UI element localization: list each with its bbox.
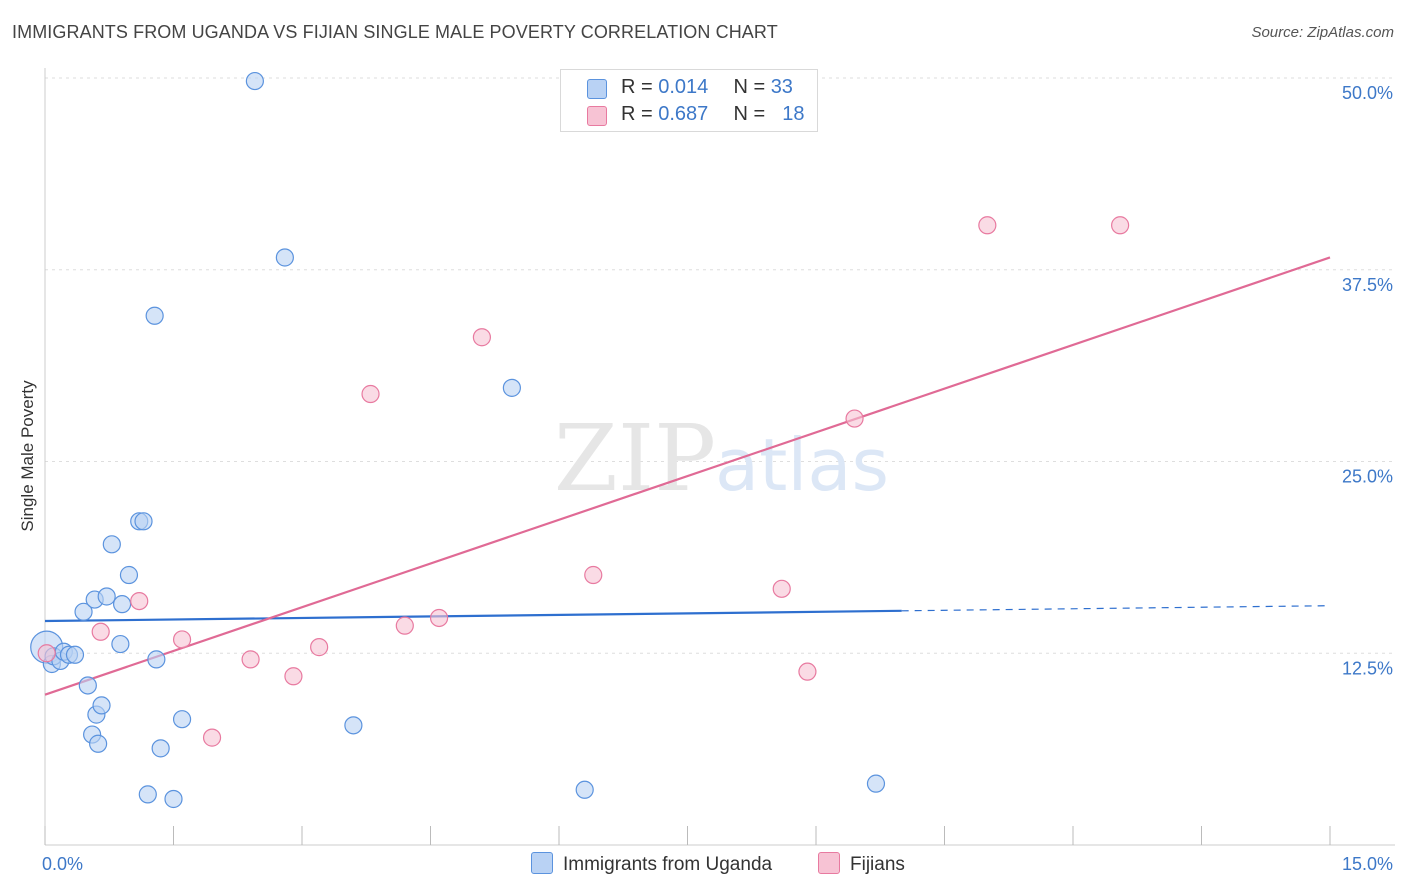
data-point-fijian <box>472 328 491 347</box>
data-point-fijian <box>584 565 603 585</box>
watermark-atlas: atlas <box>715 423 889 507</box>
y-tick-label: 25.0% <box>1342 467 1393 487</box>
data-point-uganda <box>151 739 170 758</box>
legend-n-label: N = <box>733 76 766 98</box>
data-point-fijian <box>395 616 414 635</box>
bottom-legend-swatch-uganda <box>531 852 553 874</box>
data-point-fijian <box>130 591 149 611</box>
data-point-uganda <box>119 565 139 585</box>
legend-swatch-uganda <box>587 79 607 99</box>
chart-title: IMMIGRANTS FROM UGANDA VS FIJIAN SINGLE … <box>12 22 778 42</box>
trendline-uganda <box>44 609 902 623</box>
data-point-uganda <box>145 306 164 325</box>
data-point-fijian <box>202 728 222 747</box>
data-point-fijian <box>37 644 56 663</box>
trendline-uganda-extension <box>901 605 1331 612</box>
axes <box>44 68 1395 846</box>
x-tick-label: 15.0% <box>1342 854 1393 874</box>
y-tick-label: 12.5% <box>1342 658 1393 678</box>
bottom-legend-swatch-fijian <box>818 852 840 874</box>
data-point-uganda <box>275 248 294 267</box>
data-point-fijian <box>361 384 380 404</box>
legend-r-value-fijian: 0.687 <box>658 103 709 125</box>
grid-lines <box>45 77 1395 654</box>
data-point-uganda <box>245 71 264 91</box>
bottom-legend-uganda: Immigrants from Uganda <box>531 852 772 876</box>
legend-n-value-fijian: 18 <box>782 103 805 125</box>
data-point-fijian <box>172 630 192 649</box>
legend-swatch-fijian <box>587 106 607 126</box>
data-point-fijian <box>978 216 997 235</box>
data-point-fijian <box>429 608 449 628</box>
y-tick-label: 37.5% <box>1342 275 1393 295</box>
x-tick-label: 0.0% <box>42 854 83 874</box>
data-point-uganda <box>866 774 886 793</box>
bottom-legend-label-fijian: Fijians <box>850 854 905 875</box>
data-point-uganda <box>74 602 93 621</box>
data-point-fijian <box>284 667 303 686</box>
data-point-uganda <box>147 650 166 669</box>
legend-n-label: N = <box>733 103 766 125</box>
data-point-uganda <box>65 645 85 664</box>
data-point-uganda <box>575 780 594 799</box>
tick-labels: 12.5% 25.0% 37.5% 50.0% 0.0% 15.0% <box>42 83 1393 874</box>
legend-n-value-uganda: 33 <box>770 76 793 98</box>
data-point-uganda <box>102 535 121 554</box>
watermark-zip: ZIP <box>554 405 716 512</box>
source-credit: Source: ZipAtlas.com <box>1251 24 1394 41</box>
data-point-uganda <box>172 710 192 729</box>
data-point-fijian <box>241 650 260 669</box>
y-axis-label: Single Male Poverty <box>18 380 37 532</box>
bottom-legend-fijian: Fijians <box>818 852 905 876</box>
legend-r-label: R = <box>621 103 653 125</box>
data-point-uganda <box>344 716 363 735</box>
trendline-fijian <box>44 256 1331 696</box>
data-point-fijian <box>1111 216 1130 235</box>
data-point-uganda <box>112 595 132 614</box>
data-point-uganda <box>164 789 183 809</box>
data-point-uganda <box>138 785 157 804</box>
data-point-uganda <box>78 676 97 695</box>
legend-r-value-uganda: 0.014 <box>658 76 709 98</box>
data-point-uganda <box>97 587 116 606</box>
y-tick-label: 50.0% <box>1342 83 1393 103</box>
data-point-uganda <box>92 696 111 715</box>
data-point-fijian <box>798 662 817 681</box>
data-point-fijian <box>310 638 329 657</box>
data-point-uganda <box>502 378 521 397</box>
data-points <box>30 71 1130 809</box>
data-point-uganda <box>111 634 130 654</box>
stats-legend: R = 0.014 N = 33 R = 0.687 N = 18 <box>560 69 818 132</box>
data-point-uganda <box>89 734 108 753</box>
watermark: ZIP atlas <box>554 405 889 512</box>
data-point-uganda <box>134 512 153 531</box>
data-point-fijian <box>772 579 791 598</box>
trendlines <box>44 256 1331 696</box>
data-point-fijian <box>91 622 110 641</box>
data-point-fijian <box>845 409 864 428</box>
legend-r-label: R = <box>621 76 653 98</box>
bottom-legend-label-uganda: Immigrants from Uganda <box>563 854 773 875</box>
